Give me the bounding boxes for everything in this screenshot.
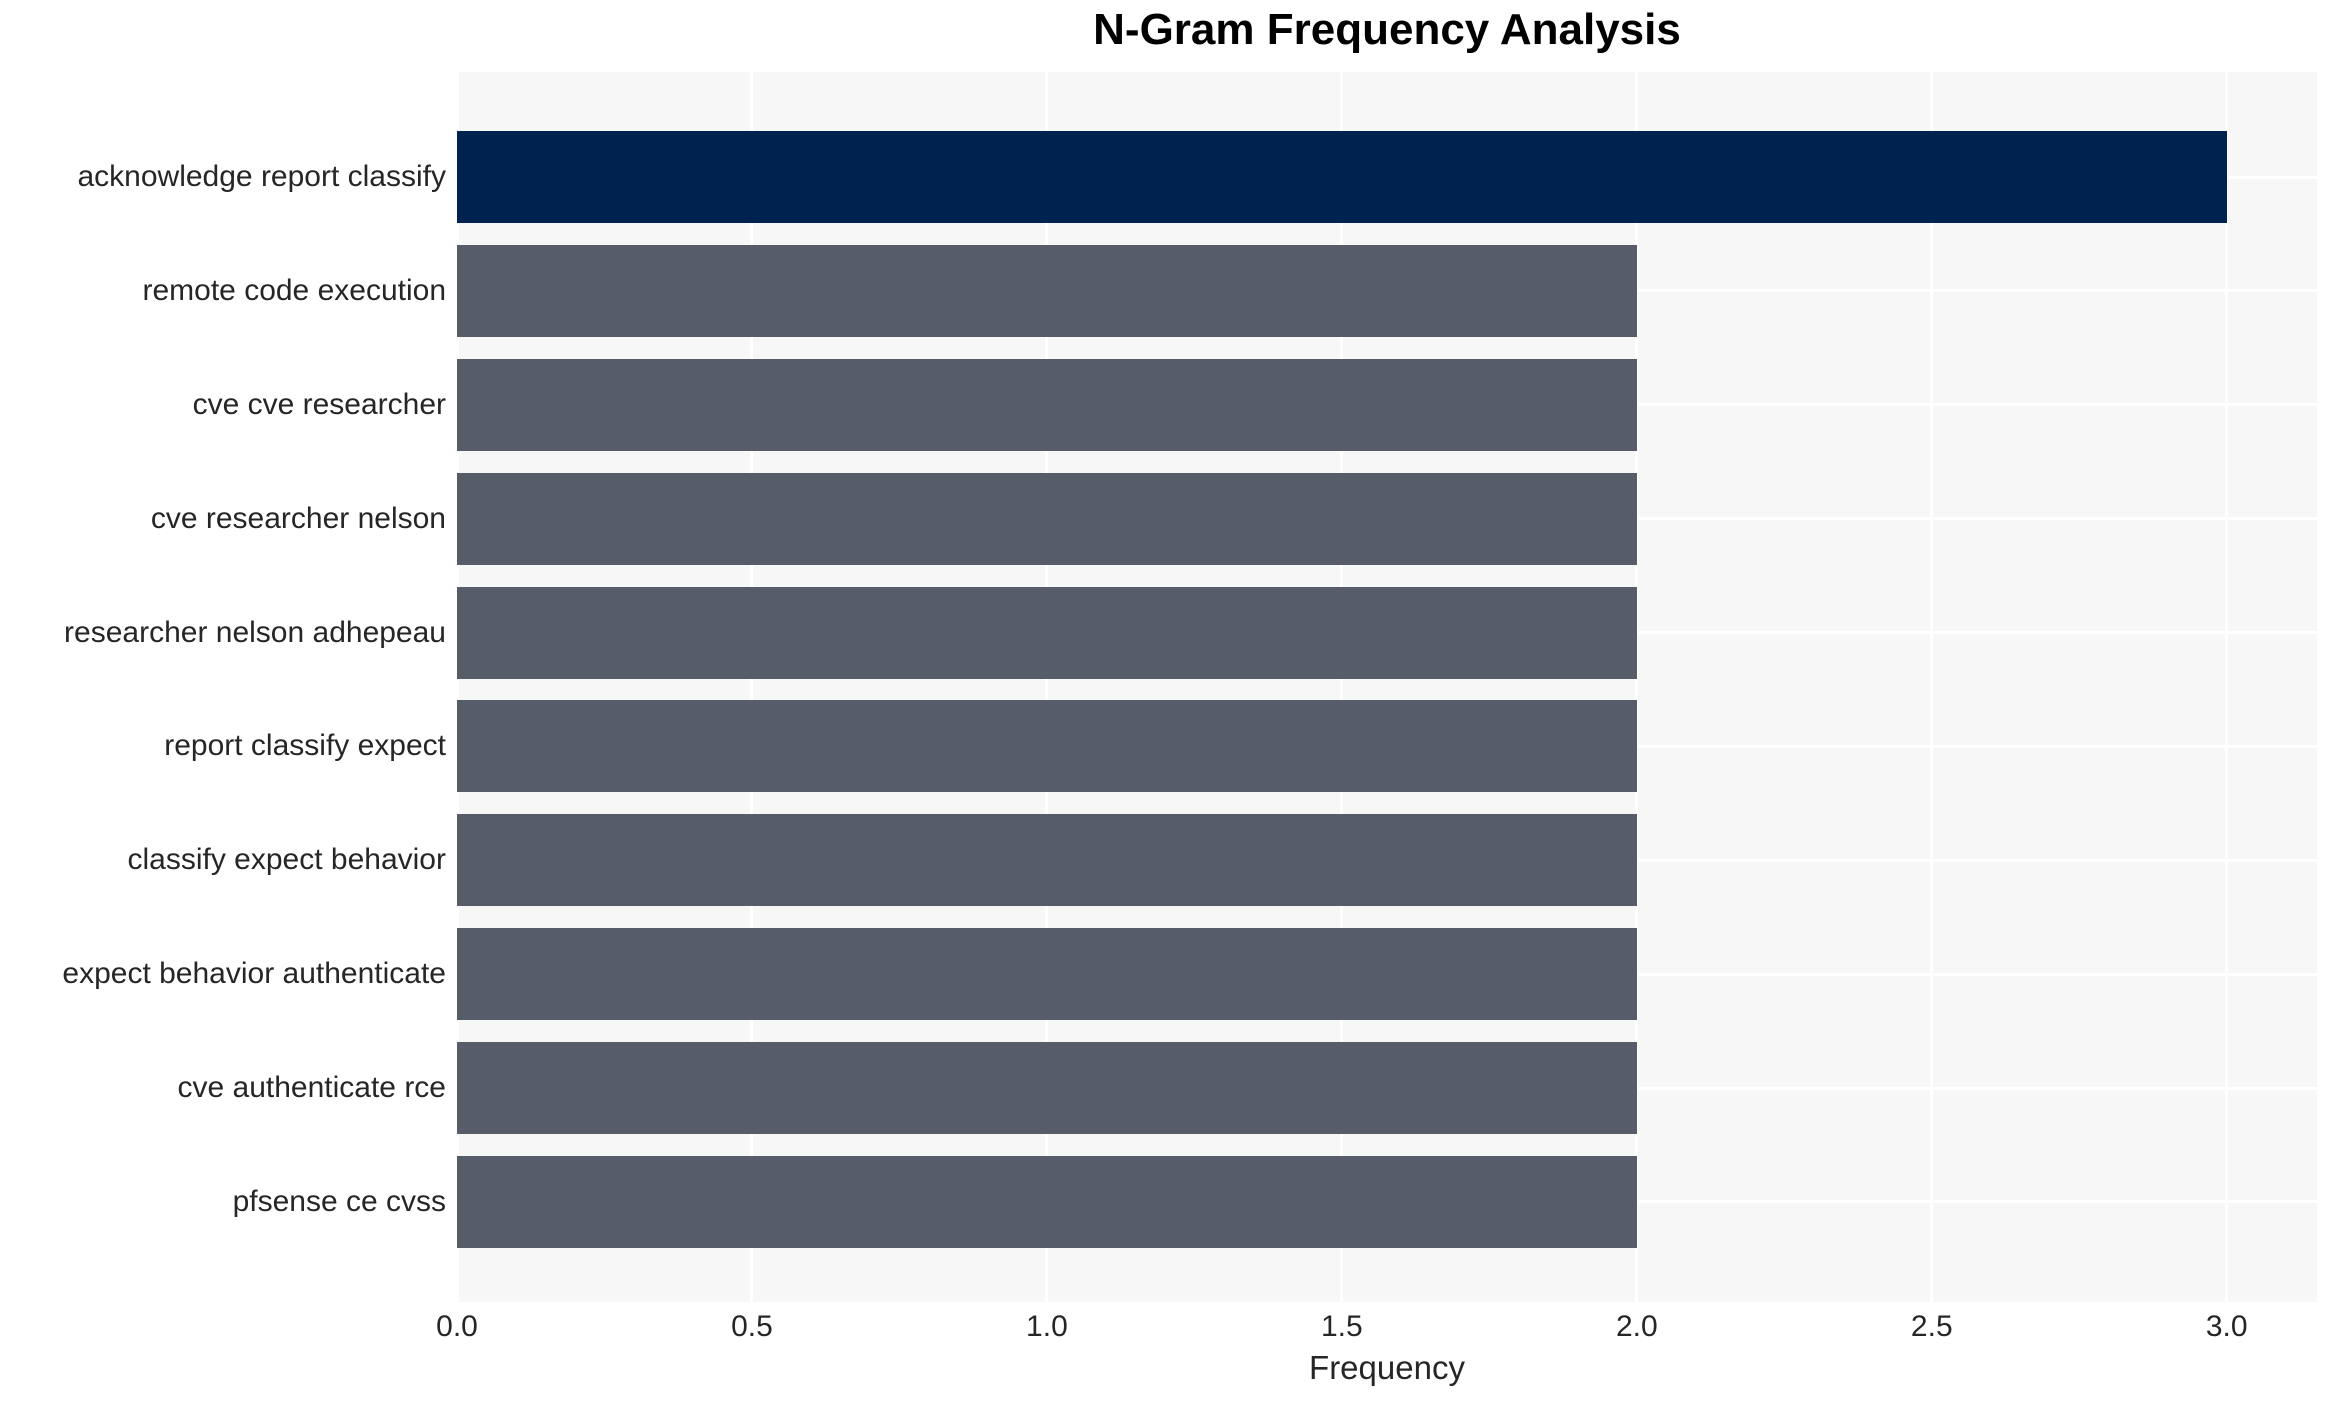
vertical-gridline: [1045, 72, 1049, 1302]
bar: [457, 1155, 1637, 1248]
x-axis-label: Frequency: [1309, 1349, 1465, 1386]
x-tick-label: 2.0: [1615, 1310, 1658, 1343]
bar-rows: acknowledge report classify remote code e…: [62, 131, 2317, 1248]
category-label: cve authenticate rce: [177, 1071, 447, 1104]
bar-row: acknowledge report classify: [77, 131, 2317, 223]
x-tick-label: 1.0: [1026, 1310, 1068, 1343]
x-tick-label: 3.0: [2205, 1310, 2248, 1343]
bar: [457, 472, 1637, 565]
category-label: cve researcher nelson: [150, 501, 446, 535]
bar: [457, 1042, 1637, 1134]
category-label: cve cve researcher: [192, 387, 446, 421]
bar-row: cve authenticate rce: [178, 1042, 2317, 1134]
x-tick-label: 2.5: [1910, 1310, 1953, 1343]
category-label: report classify expect: [164, 729, 446, 763]
vertical-gridline: [455, 72, 459, 1302]
bar-row: classify expect behavior: [128, 814, 2317, 907]
category-label: researcher nelson adhepeau: [64, 615, 446, 649]
bar-row: cve cve researcher: [193, 358, 2317, 451]
bar-row: cve researcher nelson: [151, 472, 2317, 565]
category-label: remote code execution: [142, 273, 446, 307]
category-label: expect behavior authenticate: [62, 957, 446, 991]
bar: [457, 700, 1637, 793]
vertical-gridline: [750, 72, 754, 1302]
bar-row: pfsense ce cvss: [233, 1155, 2317, 1248]
category-label: acknowledge report classify: [77, 160, 446, 193]
bar-row: remote code execution: [142, 244, 2317, 337]
x-tick-label: 0.0: [436, 1310, 478, 1343]
bar-row: researcher nelson adhepeau: [64, 586, 2317, 679]
vertical-gridline: [1635, 72, 1639, 1302]
category-label: classify expect behavior: [127, 843, 447, 877]
plot-area: acknowledge report classify remote code e…: [62, 72, 2317, 1302]
chart-title: N-Gram Frequency Analysis: [1093, 5, 1681, 54]
x-tick-label: 1.5: [1321, 1310, 1363, 1343]
bar-row: expect behavior authenticate: [62, 928, 2317, 1021]
bar: [457, 928, 1637, 1021]
vertical-gridline: [1340, 72, 1344, 1302]
bar: [457, 586, 1637, 679]
bar: [457, 131, 2227, 223]
bar: [457, 814, 1637, 907]
vertical-gridline: [1930, 72, 1934, 1302]
x-tick-label: 0.5: [731, 1310, 773, 1343]
bar: [457, 358, 1637, 451]
bar-row: report classify expect: [164, 700, 2317, 793]
vertical-gridline: [2225, 72, 2229, 1302]
x-axis-ticks: 0.0 0.5 1.0 1.5 2.0 2.5 3.0: [436, 1310, 2317, 1346]
category-label: pfsense ce cvss: [232, 1184, 446, 1218]
bar: [457, 244, 1637, 337]
